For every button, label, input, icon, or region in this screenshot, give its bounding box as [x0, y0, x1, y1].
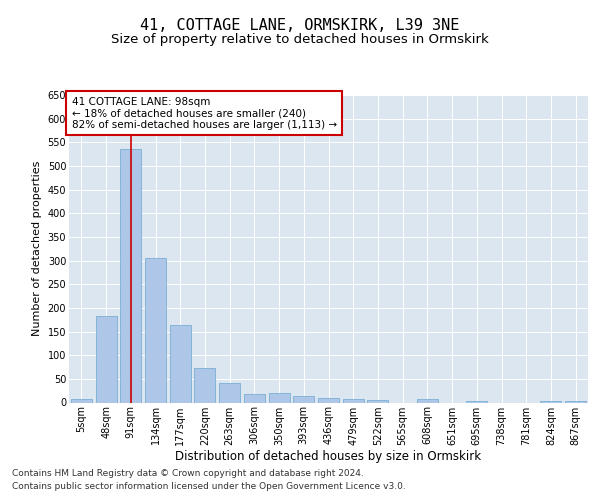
- Bar: [170, 326, 191, 402]
- Text: Size of property relative to detached houses in Ormskirk: Size of property relative to detached ho…: [111, 32, 489, 46]
- X-axis label: Distribution of detached houses by size in Ormskirk: Distribution of detached houses by size …: [175, 450, 482, 464]
- Bar: [95, 316, 116, 402]
- Bar: [541, 400, 562, 402]
- Text: 41, COTTAGE LANE, ORMSKIRK, L39 3NE: 41, COTTAGE LANE, ORMSKIRK, L39 3NE: [140, 18, 460, 32]
- Y-axis label: Number of detached properties: Number of detached properties: [32, 161, 42, 336]
- Bar: [417, 399, 438, 402]
- Bar: [194, 368, 215, 402]
- Bar: [343, 398, 364, 402]
- Bar: [367, 400, 388, 402]
- Bar: [120, 150, 141, 402]
- Bar: [318, 398, 339, 402]
- Bar: [244, 394, 265, 402]
- Bar: [269, 393, 290, 402]
- Bar: [293, 396, 314, 402]
- Text: Contains HM Land Registry data © Crown copyright and database right 2024.: Contains HM Land Registry data © Crown c…: [12, 468, 364, 477]
- Bar: [71, 398, 92, 402]
- Bar: [466, 401, 487, 402]
- Bar: [565, 401, 586, 402]
- Bar: [219, 382, 240, 402]
- Bar: [145, 258, 166, 402]
- Text: Contains public sector information licensed under the Open Government Licence v3: Contains public sector information licen…: [12, 482, 406, 491]
- Text: 41 COTTAGE LANE: 98sqm
← 18% of detached houses are smaller (240)
82% of semi-de: 41 COTTAGE LANE: 98sqm ← 18% of detached…: [71, 96, 337, 130]
